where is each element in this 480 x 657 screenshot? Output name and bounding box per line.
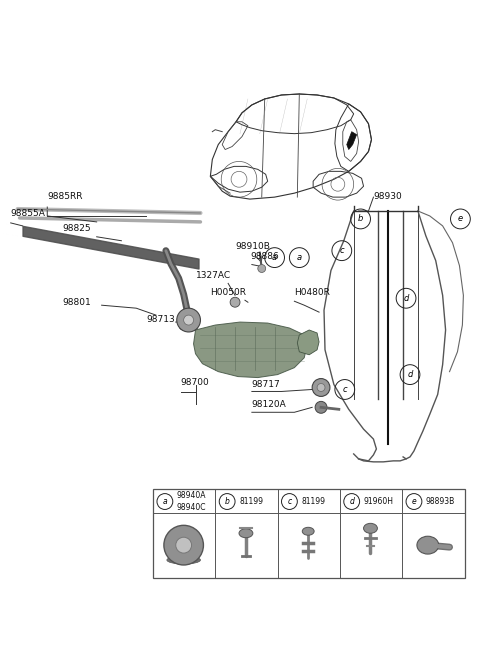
Text: a: a xyxy=(272,253,277,262)
Text: H0050R: H0050R xyxy=(210,288,246,297)
Text: 98825: 98825 xyxy=(62,224,91,233)
Bar xyxy=(153,489,466,578)
Ellipse shape xyxy=(239,529,253,537)
Text: 98886: 98886 xyxy=(250,252,278,261)
Text: 98700: 98700 xyxy=(180,378,209,386)
Circle shape xyxy=(315,401,327,413)
Text: e: e xyxy=(458,214,463,223)
Text: 98855A: 98855A xyxy=(11,209,46,218)
Text: 98717: 98717 xyxy=(252,380,281,390)
Text: d: d xyxy=(349,497,354,506)
Circle shape xyxy=(164,526,204,565)
Polygon shape xyxy=(347,131,357,150)
Circle shape xyxy=(312,378,330,396)
Text: d: d xyxy=(403,294,409,303)
Polygon shape xyxy=(193,322,307,378)
Text: d: d xyxy=(408,370,413,379)
Text: b: b xyxy=(358,214,363,223)
Ellipse shape xyxy=(417,536,439,554)
Ellipse shape xyxy=(167,556,201,564)
Circle shape xyxy=(184,315,193,325)
Text: 98940A
98940C: 98940A 98940C xyxy=(177,491,206,512)
Text: 9885RR: 9885RR xyxy=(47,192,83,201)
Text: c: c xyxy=(342,385,347,394)
Text: 98893B: 98893B xyxy=(426,497,455,506)
Text: 81199: 81199 xyxy=(239,497,263,506)
Polygon shape xyxy=(297,330,319,355)
Text: c: c xyxy=(339,246,344,255)
Text: H0480R: H0480R xyxy=(294,288,330,297)
Circle shape xyxy=(176,537,192,553)
Circle shape xyxy=(258,265,266,273)
Text: b: b xyxy=(225,497,229,506)
Circle shape xyxy=(230,297,240,307)
Text: a: a xyxy=(163,497,167,506)
Text: a: a xyxy=(297,253,302,262)
Text: c: c xyxy=(288,497,291,506)
Text: 98910B: 98910B xyxy=(235,242,270,251)
Ellipse shape xyxy=(302,528,314,535)
Ellipse shape xyxy=(363,524,377,533)
Circle shape xyxy=(177,308,201,332)
Text: 98713: 98713 xyxy=(146,315,175,324)
Text: e: e xyxy=(411,497,416,506)
Text: 98930: 98930 xyxy=(373,192,402,201)
Text: 98120A: 98120A xyxy=(252,400,287,409)
Text: 98801: 98801 xyxy=(62,298,91,307)
Circle shape xyxy=(317,384,325,392)
Ellipse shape xyxy=(180,325,197,331)
Text: 91960H: 91960H xyxy=(363,497,394,506)
Text: 1327AC: 1327AC xyxy=(195,271,231,281)
Text: 81199: 81199 xyxy=(301,497,325,506)
